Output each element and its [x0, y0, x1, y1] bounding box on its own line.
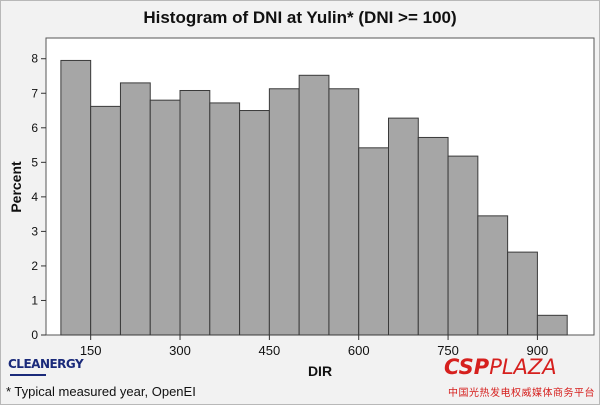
histogram-bar	[358, 147, 389, 336]
histogram-bar	[328, 88, 360, 336]
histogram-bar	[447, 155, 479, 336]
x-axis-label: DIR	[308, 363, 332, 379]
histogram-bar	[209, 102, 241, 336]
histogram-bar	[179, 89, 211, 336]
bars-group	[60, 59, 568, 336]
histogram-bar	[268, 88, 300, 336]
histogram-bar	[417, 136, 449, 336]
x-tick-label: 750	[437, 343, 459, 358]
footnote: * Typical measured year, OpenEI	[6, 384, 196, 399]
histogram-bar	[298, 74, 330, 336]
x-tick-label: 300	[169, 343, 191, 358]
x-tick-label: 450	[259, 343, 281, 358]
y-tick-label: 7	[31, 86, 38, 100]
cspplaza-logo-csp: CSP	[444, 355, 490, 379]
y-tick-label: 0	[31, 328, 38, 342]
y-tick-label: 1	[31, 293, 38, 307]
x-axis: 150 300 450 600 750 900	[80, 335, 548, 358]
histogram-bar	[60, 59, 92, 336]
y-tick-label: 4	[31, 190, 38, 204]
x-tick-label: 900	[527, 343, 549, 358]
histogram-bar	[119, 82, 151, 336]
cleanergy-logo-underline	[10, 374, 46, 376]
histogram-bar	[477, 215, 509, 336]
y-axis-label: Percent	[8, 161, 24, 213]
x-tick-label: 600	[348, 343, 370, 358]
cspplaza-logo: CSPPLAZA	[444, 355, 557, 379]
histogram-bar	[507, 251, 538, 336]
histogram-bar	[149, 99, 181, 336]
y-axis: 0 1 2 3 4 5 6 7 8	[31, 52, 46, 342]
histogram-bar	[536, 314, 568, 336]
chart-title: Histogram of DNI at Yulin* (DNI >= 100)	[143, 8, 457, 27]
histogram-bar	[388, 117, 419, 336]
cspplaza-logo-plaza: PLAZA	[489, 355, 557, 379]
x-tick-label: 150	[80, 343, 102, 358]
histogram-bar	[90, 105, 121, 336]
y-tick-label: 3	[31, 224, 38, 238]
y-tick-label: 2	[31, 259, 38, 273]
cleanergy-logo: CLEANERGY	[8, 357, 84, 371]
y-tick-label: 6	[31, 121, 38, 135]
histogram-bar	[239, 110, 270, 336]
cspplaza-tagline: 中国光热发电权威媒体商务平台	[448, 388, 595, 399]
y-tick-label: 8	[31, 52, 38, 66]
y-tick-label: 5	[31, 155, 38, 169]
